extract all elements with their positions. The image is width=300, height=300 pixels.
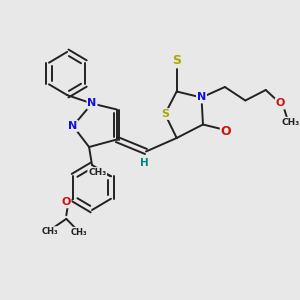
Text: N: N	[87, 98, 97, 109]
Text: S: S	[172, 54, 181, 68]
Text: N: N	[197, 92, 206, 103]
Text: H: H	[140, 158, 149, 168]
Text: O: O	[276, 98, 285, 109]
Text: CH₃: CH₃	[70, 227, 87, 236]
Text: O: O	[221, 124, 231, 138]
Text: S: S	[161, 109, 169, 119]
Text: N: N	[68, 121, 78, 131]
Text: CH₃: CH₃	[281, 118, 300, 127]
Text: CH₃: CH₃	[42, 227, 58, 236]
Text: CH₃: CH₃	[88, 168, 106, 177]
Text: O: O	[61, 197, 71, 207]
